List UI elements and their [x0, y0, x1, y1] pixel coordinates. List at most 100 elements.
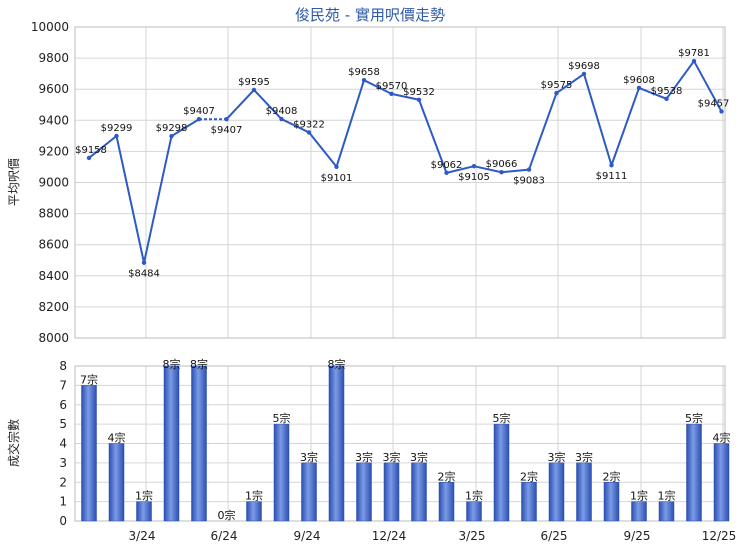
price-point — [499, 170, 504, 175]
volume-bar — [631, 501, 647, 522]
price-y-tick: 8400 — [38, 269, 69, 283]
price-y-tick: 9600 — [38, 82, 69, 96]
price-y-tick: 8600 — [38, 238, 69, 252]
volume-y-tick: 4 — [59, 437, 67, 451]
volume-y-tick: 7 — [59, 378, 67, 392]
price-point — [251, 87, 257, 93]
x-tick-label: 12/25 — [702, 529, 737, 543]
price-line-segment — [528, 92, 558, 170]
price-points — [86, 58, 724, 265]
volume-bar-label: 4宗 — [108, 431, 126, 445]
volume-bar-label: 8宗 — [190, 357, 208, 371]
price-line-segment — [391, 92, 420, 101]
price-point-label: $9322 — [293, 119, 325, 130]
volume-bar-label: 5宗 — [493, 411, 511, 425]
volume-y-tick: 0 — [59, 514, 67, 528]
price-line-segment — [143, 135, 173, 263]
price-point-label: $9532 — [403, 87, 435, 98]
volume-bar-label: 3宗 — [383, 450, 401, 464]
volume-bar-label: 3宗 — [410, 450, 428, 464]
price-point — [196, 117, 202, 122]
price-point-label: $9299 — [101, 123, 133, 134]
volume-y-ticks: 0 1 2 3 4 5 6 7 8 — [59, 359, 67, 528]
price-point — [334, 164, 339, 169]
price-point-label: $9158 — [75, 145, 107, 156]
price-point-label: $9698 — [568, 61, 600, 72]
volume-bar-label: 7宗 — [80, 372, 98, 386]
price-point — [554, 90, 559, 96]
volume-bar — [411, 462, 427, 522]
price-point-label: $9105 — [458, 172, 490, 183]
price-point — [526, 167, 532, 172]
volume-bar — [163, 365, 180, 522]
price-line-segment — [693, 60, 723, 112]
x-tick-label: 12/24 — [372, 529, 407, 543]
price-point-label: $9781 — [678, 48, 710, 59]
volume-bar — [273, 423, 290, 522]
price-point — [86, 155, 92, 161]
volume-bar-label: 0宗 — [218, 508, 236, 522]
volume-bar-label: 5宗 — [273, 411, 291, 425]
price-point-label: $9101 — [321, 173, 353, 184]
price-point — [114, 133, 119, 139]
x-tick-label: 6/25 — [541, 529, 568, 543]
price-point — [389, 91, 394, 97]
price-y-tick: 9200 — [38, 144, 69, 158]
price-point-label: $9595 — [238, 77, 270, 88]
price-line-segment — [363, 79, 392, 95]
volume-bar — [521, 482, 537, 522]
volume-bar — [686, 423, 702, 522]
price-y-ticks: 8000 8200 8400 8600 8800 9000 9200 9400 9600 9800… — [31, 20, 69, 345]
price-y-tick: 8000 — [38, 331, 69, 345]
x-tick-label: 9/24 — [294, 529, 321, 543]
x-tick-labels: 3/24 6/24 9/24 12/24 3/25 6/25 9/25 12/25 — [129, 529, 737, 543]
volume-bar — [713, 443, 730, 522]
price-line-segment — [170, 118, 200, 138]
price-line-segment — [473, 165, 502, 174]
volume-bar — [658, 501, 675, 522]
volume-bar-label: 2宗 — [520, 469, 538, 483]
price-y-axis-label: 平均呎價 — [7, 158, 21, 206]
volume-bar — [603, 482, 620, 522]
price-point — [224, 117, 229, 122]
price-y-tick: 9000 — [38, 176, 69, 190]
price-point-label: $9457 — [698, 98, 730, 109]
volume-y-tick: 3 — [59, 456, 67, 470]
volume-bar — [383, 462, 400, 522]
price-point — [169, 133, 174, 139]
price-point — [444, 170, 449, 176]
volume-bar-label: 3宗 — [300, 450, 318, 464]
price-point-label: $9658 — [348, 67, 380, 78]
price-y-tick: 10000 — [31, 20, 69, 34]
price-line-segment — [555, 73, 585, 94]
volume-bars — [81, 365, 730, 522]
price-point-label: $9575 — [541, 80, 573, 91]
price-point — [664, 96, 669, 102]
price-line-segment — [88, 135, 118, 159]
volume-bar-label: 8宗 — [163, 357, 181, 371]
volume-y-tick: 8 — [59, 359, 67, 373]
volume-bar-label: 3宗 — [548, 450, 566, 464]
price-line-segment — [115, 135, 145, 263]
volume-bar-label: 1宗 — [245, 489, 263, 503]
price-y-tick: 9400 — [38, 113, 69, 127]
volume-bar-label: 2宗 — [438, 469, 456, 483]
x-tick-label: 6/24 — [211, 529, 238, 543]
price-point — [471, 163, 477, 169]
chart-title: 俊民苑 - 實用呎價走勢 — [295, 6, 445, 24]
price-point — [361, 77, 367, 83]
price-point — [306, 130, 312, 135]
price-line-segment — [281, 118, 310, 134]
volume-bar-label: 1宗 — [465, 489, 483, 503]
price-line-segment — [253, 89, 283, 120]
price-point-label: $9570 — [376, 81, 408, 92]
x-tick-label: 3/24 — [129, 529, 156, 543]
price-point-label: $8484 — [128, 269, 160, 280]
price-point-label: $9407 — [211, 125, 243, 136]
price-line-segment — [446, 165, 475, 174]
price-point-label: $9408 — [266, 106, 298, 117]
volume-bar-label: 3宗 — [575, 450, 593, 464]
volume-bar — [356, 462, 372, 522]
